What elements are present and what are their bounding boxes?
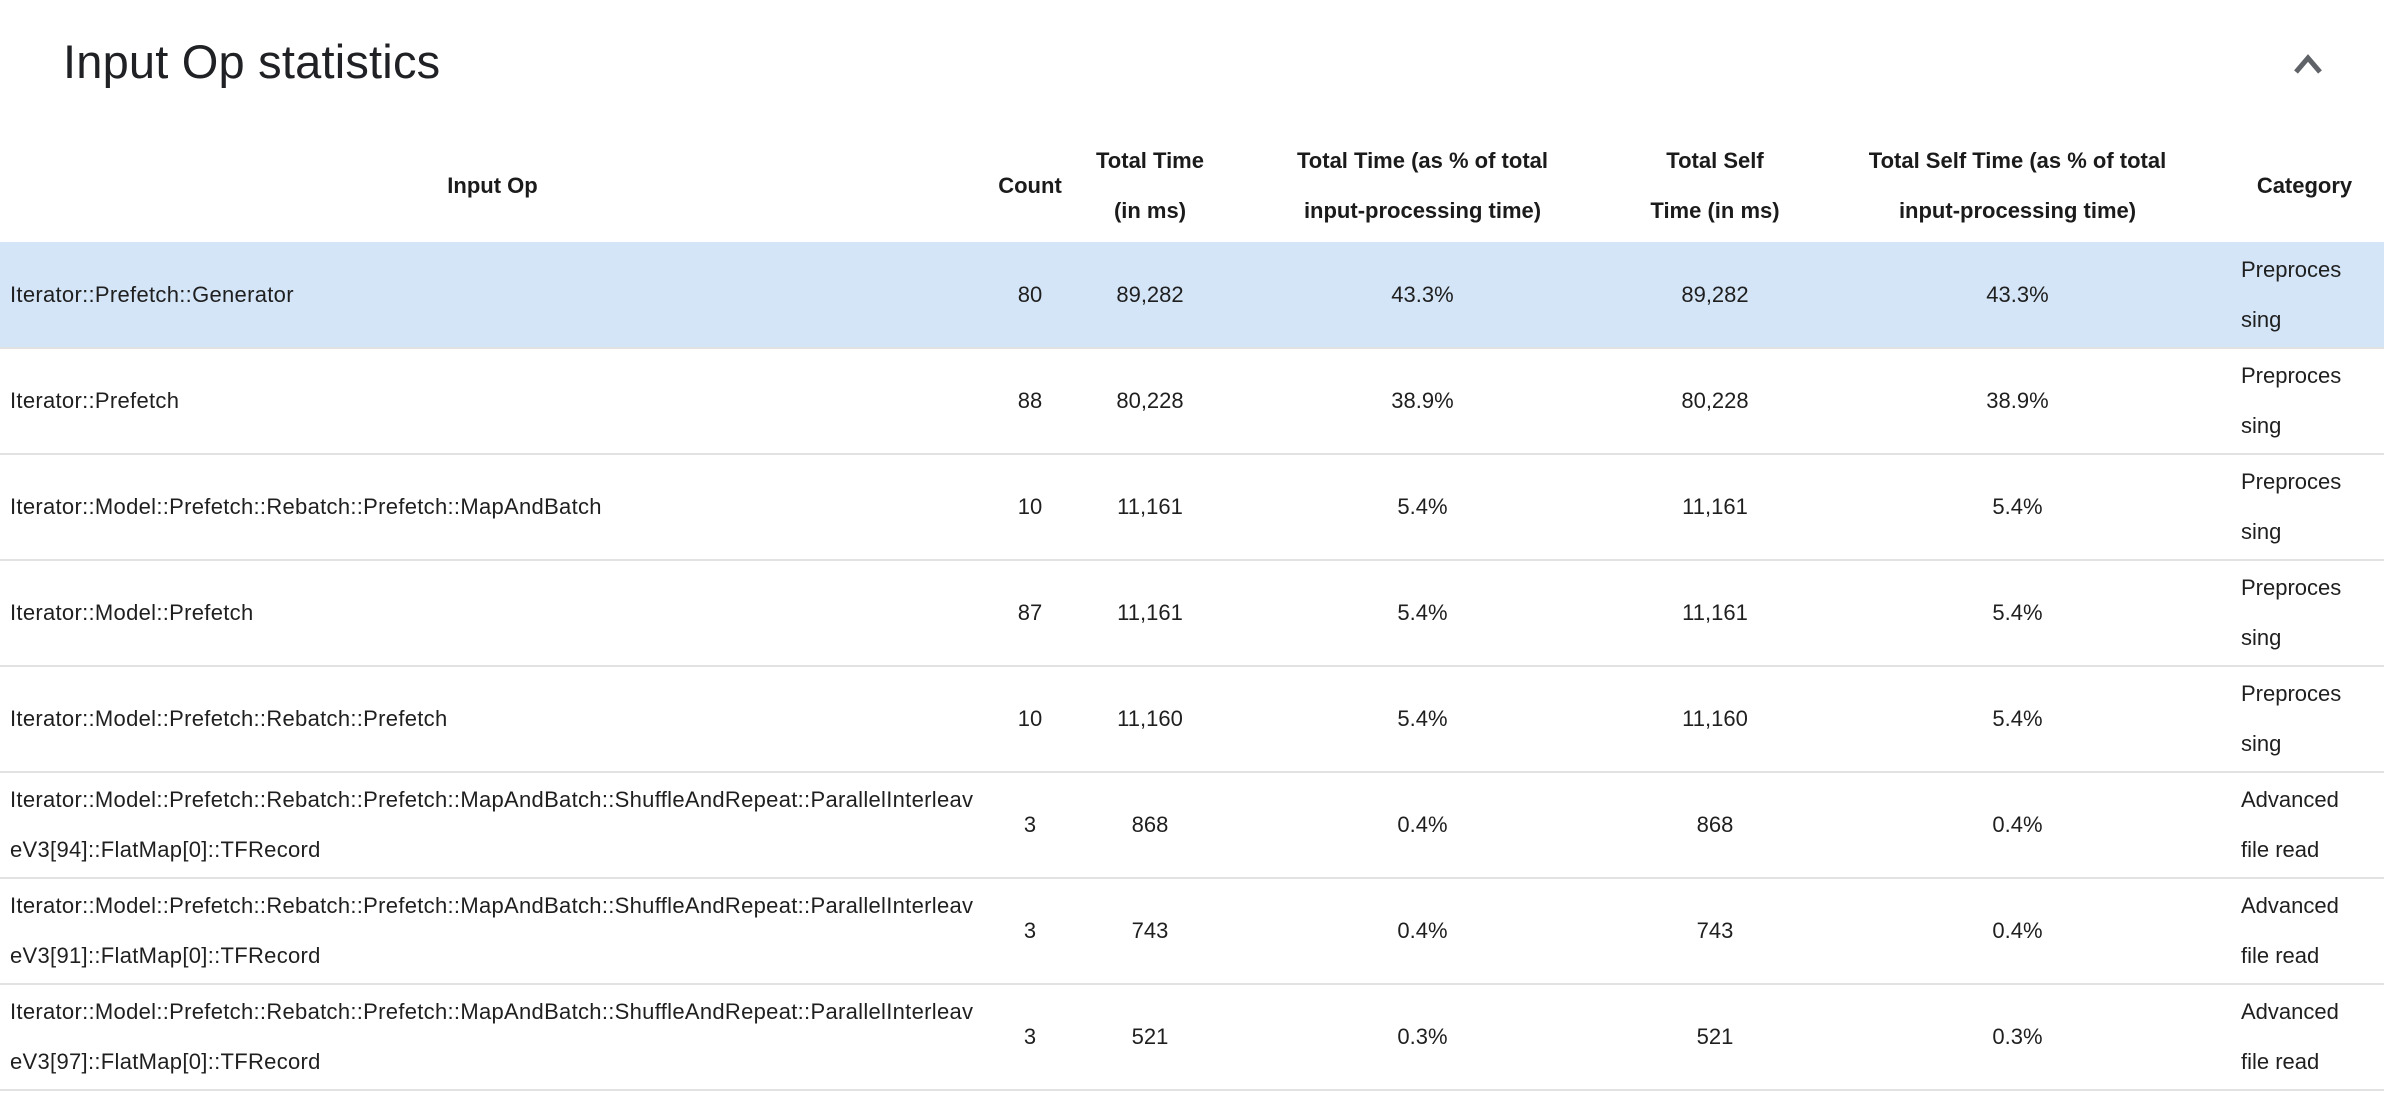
- cell-total-self-time: 80,228: [1681, 388, 1749, 413]
- cell-total-time-pct: 43.3%: [1391, 281, 1454, 307]
- cell-category: Preprocessing: [2241, 681, 2342, 756]
- column-header-total-self-time[interactable]: Total Self Time (in ms): [1650, 148, 1780, 223]
- cell-total-time: 11,160: [1117, 706, 1183, 731]
- cell-input-op: Iterator::Model::Prefetch::Rebatch::Pref…: [10, 706, 448, 731]
- chevron-up-icon: [2294, 54, 2322, 74]
- cell-total-self-time: 11,161: [1682, 600, 1748, 625]
- cell-category: Preprocessing: [2241, 575, 2342, 650]
- cell-total-time-pct: 0.4%: [1397, 918, 1448, 943]
- cell-input-op: Iterator::Model::Prefetch::Rebatch::Pref…: [10, 494, 602, 519]
- cell-total-self-time: 11,160: [1682, 706, 1748, 731]
- cell-total-time: 868: [1131, 812, 1169, 837]
- cell-category: Preprocessing: [2241, 469, 2342, 544]
- cell-category: Advanced file read: [2241, 893, 2339, 968]
- cell-total-self-time-pct: 38.9%: [1986, 388, 2049, 413]
- cell-total-self-time: 868: [1696, 812, 1734, 837]
- column-header-category[interactable]: Category: [2256, 173, 2353, 198]
- cell-total-time-pct: 38.9%: [1391, 388, 1454, 413]
- cell-total-self-time-pct: 0.4%: [1992, 812, 2043, 837]
- cell-total-self-time-pct: 5.4%: [1992, 600, 2043, 625]
- cell-total-self-time: 11,161: [1682, 494, 1748, 519]
- cell-category: Preprocessing: [2241, 256, 2342, 332]
- table-row[interactable]: Iterator::Model::Prefetch::Rebatch::Pref…: [0, 878, 2384, 984]
- cell-input-op: Iterator::Prefetch: [10, 388, 180, 413]
- column-header-total-self-time-pct[interactable]: Total Self Time (as % of total input-proc…: [1868, 148, 2167, 223]
- cell-category: Preprocessing: [2241, 363, 2342, 438]
- cell-count: 3: [1023, 918, 1037, 943]
- cell-total-self-time-pct: 0.3%: [1992, 1024, 2043, 1049]
- collapse-button[interactable]: [2282, 40, 2334, 92]
- cell-input-op: Iterator::Model::Prefetch: [10, 600, 254, 625]
- column-header-total-time[interactable]: Total Time (in ms): [1096, 148, 1204, 223]
- column-header-total-time-pct[interactable]: Total Time (as % of total input-processin…: [1297, 148, 1548, 223]
- cell-total-time-pct: 0.3%: [1397, 1024, 1448, 1049]
- cell-total-self-time-pct: 43.3%: [1986, 281, 2049, 307]
- cell-count: 3: [1023, 1024, 1037, 1049]
- cell-count: 10: [1017, 494, 1043, 519]
- cell-category: Advanced file read: [2241, 999, 2339, 1074]
- cell-total-self-time-pct: 5.4%: [1992, 706, 2043, 731]
- page-title: Input Op statistics: [63, 35, 441, 88]
- table-row[interactable]: Iterator::Model::Prefetch::Rebatch::Pref…: [0, 666, 2384, 772]
- cell-count: 3: [1023, 812, 1037, 837]
- cell-total-self-time-pct: 0.4%: [1992, 918, 2043, 943]
- input-op-table: Input Op Count Total Time (in ms) Total T…: [0, 130, 2384, 1091]
- cell-count: 87: [1017, 600, 1043, 625]
- table-body: Iterator::Prefetch::Generator 80 89,282 …: [0, 242, 2384, 1090]
- cell-total-time-pct: 5.4%: [1397, 600, 1448, 625]
- cell-total-self-time: 521: [1696, 1024, 1734, 1049]
- cell-input-op: Iterator::Model::Prefetch::Rebatch::Pref…: [10, 893, 974, 968]
- cell-count: 10: [1017, 706, 1043, 731]
- cell-input-op: Iterator::Prefetch::Generator: [10, 281, 294, 307]
- table-row[interactable]: Iterator::Model::Prefetch::Rebatch::Pref…: [0, 454, 2384, 560]
- cell-count: 80: [1017, 281, 1043, 307]
- cell-total-time-pct: 5.4%: [1397, 706, 1448, 731]
- cell-input-op: Iterator::Model::Prefetch::Rebatch::Pref…: [10, 999, 974, 1074]
- cell-total-self-time: 743: [1696, 918, 1734, 943]
- cell-total-time: 80,228: [1116, 388, 1184, 413]
- panel-header: Input Op statistics: [0, 0, 2384, 130]
- cell-category: Advanced file read: [2241, 787, 2339, 862]
- column-header-count[interactable]: Count: [998, 173, 1062, 198]
- cell-total-self-time: 89,282: [1681, 281, 1749, 307]
- cell-total-time-pct: 5.4%: [1397, 494, 1448, 519]
- column-header-input-op[interactable]: Input Op: [447, 173, 538, 198]
- cell-total-time: 521: [1131, 1024, 1169, 1049]
- cell-total-time: 11,161: [1117, 600, 1183, 625]
- cell-total-time: 743: [1131, 918, 1169, 943]
- table-row[interactable]: Iterator::Model::Prefetch 87 11,161 5.4%…: [0, 560, 2384, 666]
- cell-total-time: 11,161: [1117, 494, 1183, 519]
- table-header: Input Op Count Total Time (in ms) Total T…: [0, 130, 2384, 242]
- table-row[interactable]: Iterator::Prefetch::Generator 80 89,282 …: [0, 242, 2384, 348]
- cell-total-time: 89,282: [1116, 281, 1184, 307]
- cell-total-time-pct: 0.4%: [1397, 812, 1448, 837]
- table-row[interactable]: Iterator::Prefetch 88 80,228 38.9% 80,22…: [0, 348, 2384, 454]
- table-row[interactable]: Iterator::Model::Prefetch::Rebatch::Pref…: [0, 984, 2384, 1090]
- header-row: Input Op Count Total Time (in ms) Total T…: [0, 130, 2384, 242]
- table-row[interactable]: Iterator::Model::Prefetch::Rebatch::Pref…: [0, 772, 2384, 878]
- cell-input-op: Iterator::Model::Prefetch::Rebatch::Pref…: [10, 787, 974, 862]
- cell-count: 88: [1017, 388, 1043, 413]
- cell-total-self-time-pct: 5.4%: [1992, 494, 2043, 519]
